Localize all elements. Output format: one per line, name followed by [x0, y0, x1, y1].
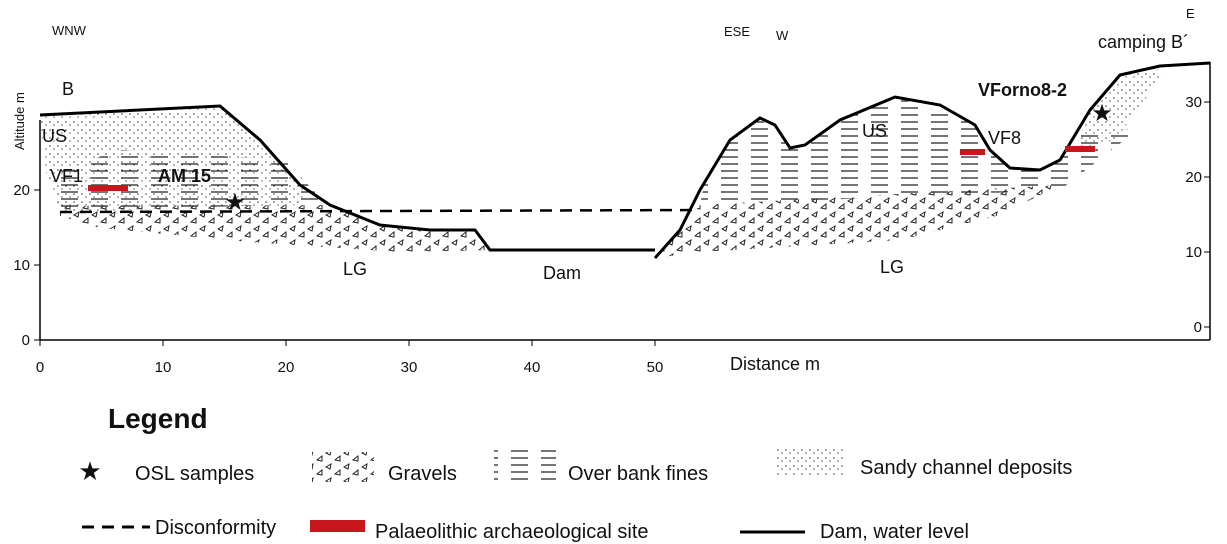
orientation: W — [776, 28, 789, 43]
y-tick-label: 0 — [22, 332, 30, 349]
section-label: US — [42, 126, 67, 146]
x-tick-label: 40 — [524, 359, 541, 376]
legend-site — [310, 520, 365, 532]
y-axis-label: Altitude m — [12, 92, 27, 150]
y-tick-label: 10 — [1185, 244, 1202, 261]
legend-fines — [494, 448, 556, 484]
legend-label: Over bank fines — [568, 463, 708, 485]
orientation: WNW — [52, 23, 87, 38]
osl-star: ★ — [1091, 100, 1113, 127]
legend-label: Disconformity — [155, 517, 276, 539]
orientation: ESE — [724, 24, 750, 39]
y-tick-label: 20 — [1185, 169, 1202, 186]
section-label: Dam — [543, 263, 581, 283]
x-tick-label: 50 — [647, 359, 664, 376]
legend-label: OSL samples — [135, 463, 254, 485]
section-label: AM 15 — [158, 166, 211, 186]
legend-gravel — [312, 452, 374, 482]
legend-star: ★ — [78, 456, 101, 486]
osl-star: ★ — [224, 189, 246, 216]
legend-label: Sandy channel deposits — [860, 457, 1072, 479]
y-tick-label: 0 — [1194, 319, 1202, 336]
legend-label: Dam, water level — [820, 521, 969, 543]
section-label: B — [62, 79, 74, 99]
x-axis-label: Distance m — [730, 354, 820, 374]
section-label: LG — [343, 259, 367, 279]
legend-label: Palaeolithic archaeological site — [375, 521, 649, 543]
section-label: LG — [880, 257, 904, 277]
legend-sand — [775, 447, 845, 475]
legend-label: Gravels — [388, 463, 457, 485]
legend-title: Legend — [108, 403, 208, 434]
x-tick-label: 30 — [401, 359, 418, 376]
y-tick-label: 20 — [13, 182, 30, 199]
orientation: camping B´ — [1098, 32, 1189, 52]
x-tick-label: 20 — [278, 359, 295, 376]
orientation: E — [1186, 6, 1195, 21]
x-tick-label: 0 — [36, 359, 44, 376]
diagram: ★ ★ 01020304050010200102030 WNW ESE W E … — [0, 0, 1227, 544]
y-tick-label: 10 — [13, 257, 30, 274]
y-tick-label: 30 — [1185, 94, 1202, 111]
section-label: VF8 — [988, 128, 1021, 148]
section-label: VF1 — [50, 166, 83, 186]
x-tick-label: 10 — [155, 359, 172, 376]
section-label: US — [862, 121, 887, 141]
section-label: VForno8-2 — [978, 80, 1067, 100]
